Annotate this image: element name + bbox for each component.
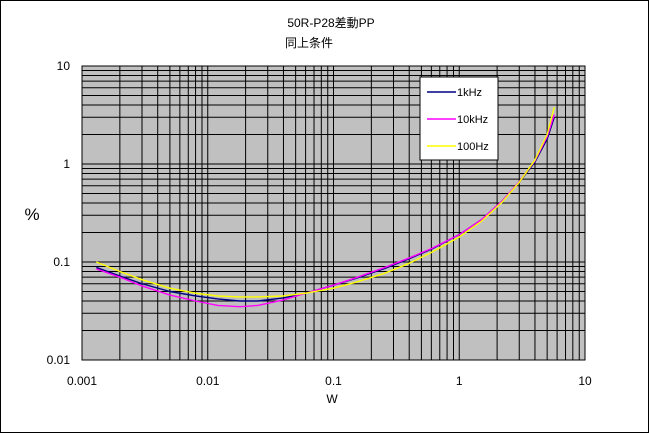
- y-tick-label: 0.01: [47, 353, 71, 367]
- chart-title: 50R-P28差動PP: [287, 16, 374, 30]
- x-tick-label: 1: [456, 374, 463, 388]
- y-tick-label: 1: [63, 157, 70, 171]
- tick-labels: 0.001 0.01 0.1 1 10 0.01 0.1 1 10: [47, 59, 592, 388]
- y-axis-label: %: [24, 205, 39, 224]
- legend-label: 10kHz: [457, 114, 488, 126]
- series-layer: [96, 107, 555, 308]
- series-line: [96, 107, 555, 298]
- x-tick-label: 0.01: [196, 374, 220, 388]
- legend: 1kHz 10kHz 100Hz: [419, 76, 499, 161]
- x-tick-label: 0.001: [67, 374, 97, 388]
- y-tick-label: 0.1: [53, 255, 70, 269]
- plot-border: [81, 65, 586, 361]
- x-tick-label: 0.1: [325, 374, 342, 388]
- x-tick-label: 10: [578, 374, 592, 388]
- x-axis-label: W: [326, 392, 338, 406]
- legend-label: 100Hz: [457, 141, 489, 153]
- legend-label: 1kHz: [457, 87, 482, 99]
- y-tick-label: 10: [57, 59, 71, 73]
- chart-subtitle: 同上条件: [285, 36, 333, 50]
